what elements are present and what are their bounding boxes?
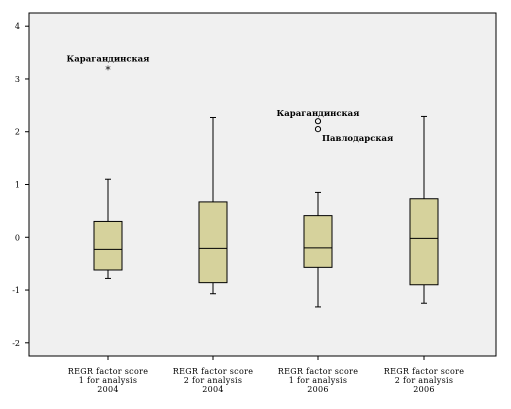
category-label: REGR factor score bbox=[278, 367, 359, 376]
category-label: 2006 bbox=[307, 385, 329, 394]
y-tick-label: 2 bbox=[15, 128, 20, 137]
y-tick-label: 1 bbox=[15, 181, 20, 190]
category-label: 2004 bbox=[202, 385, 224, 394]
y-axis: -2 -1 0 1 2 3 4 bbox=[12, 22, 29, 348]
category-label: 2006 bbox=[413, 385, 435, 394]
y-tick-label: 3 bbox=[15, 75, 20, 84]
category-label: 2004 bbox=[97, 385, 119, 394]
category-label: REGR factor score bbox=[173, 367, 254, 376]
outlier-label: Карагандинская bbox=[277, 109, 360, 119]
y-tick-label: 4 bbox=[15, 22, 20, 31]
category-label: REGR factor score bbox=[68, 367, 149, 376]
plot-area bbox=[28, 12, 497, 357]
y-tick-label: 0 bbox=[15, 233, 20, 242]
outlier-group: *КарагандинскаяКарагандинскаяПавлодарска… bbox=[67, 54, 394, 144]
y-tick-label: -1 bbox=[12, 286, 20, 295]
category-label: 2 for analysis bbox=[395, 376, 454, 385]
category-label: 1 for analysis bbox=[289, 376, 348, 385]
outlier-label: Павлодарская bbox=[322, 134, 393, 144]
box-iqr bbox=[303, 215, 333, 268]
box-iqr bbox=[409, 198, 439, 286]
outlier-circle-marker bbox=[314, 118, 322, 125]
category-label: REGR factor score bbox=[384, 367, 465, 376]
box-iqr bbox=[93, 220, 123, 271]
category-label: 2 for analysis bbox=[184, 376, 243, 385]
outlier-label: Карагандинская bbox=[67, 54, 150, 64]
box-iqr bbox=[198, 201, 228, 284]
box-group bbox=[93, 115, 439, 360]
category-label: 1 for analysis bbox=[79, 376, 138, 385]
outlier-star-marker: * bbox=[105, 63, 111, 76]
outlier-circle-marker bbox=[314, 125, 322, 133]
y-tick-label: -2 bbox=[12, 339, 20, 348]
